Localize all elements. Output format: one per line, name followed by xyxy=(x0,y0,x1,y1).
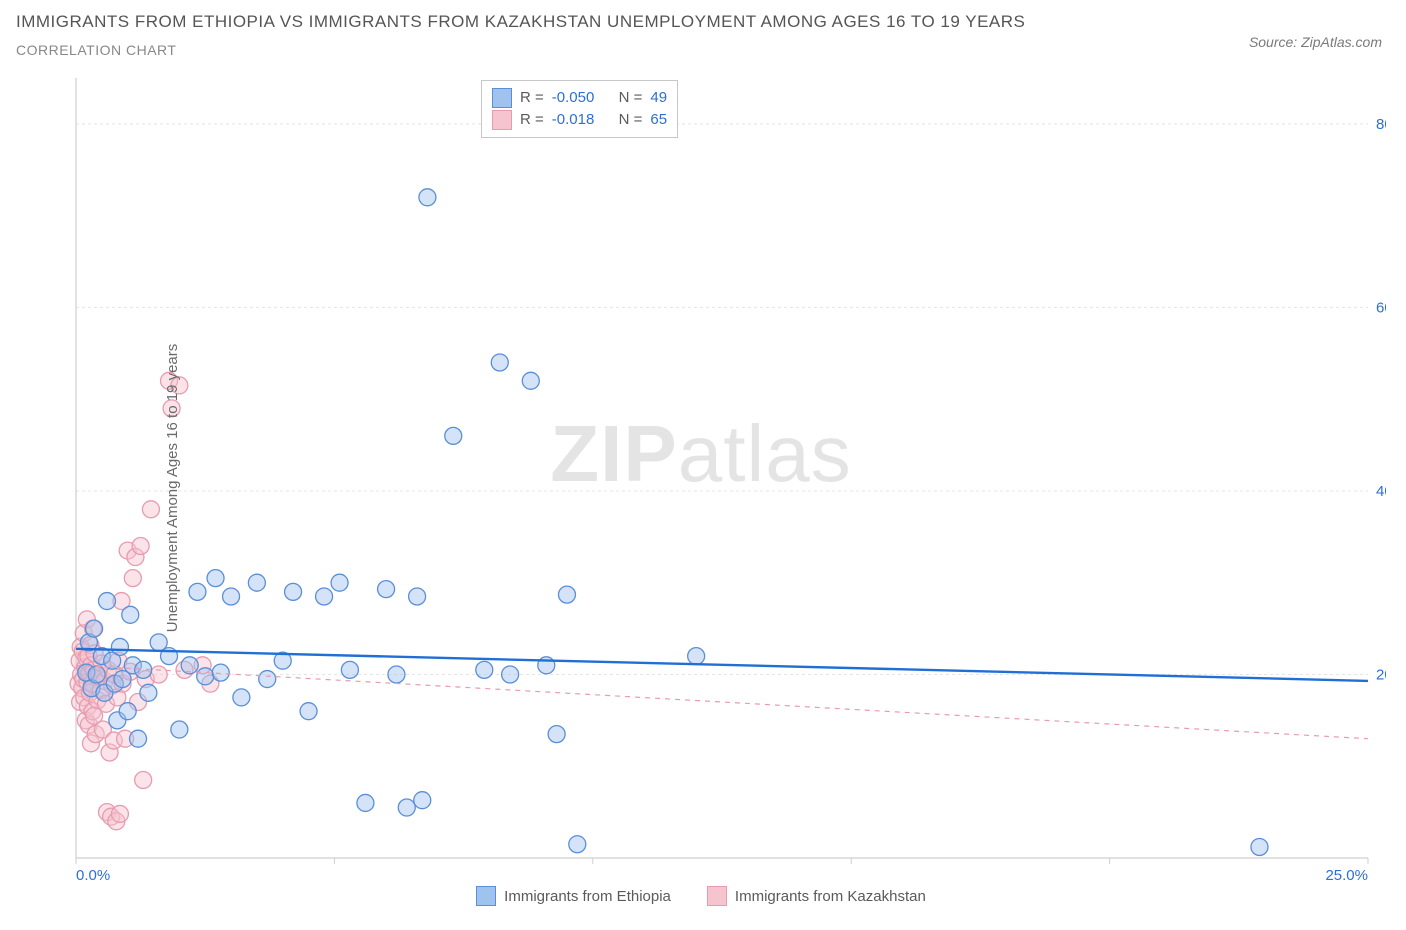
y-axis-title: Unemployment Among Ages 16 to 19 years xyxy=(164,344,181,633)
swatch-icon xyxy=(492,110,512,130)
chart-header: IMMIGRANTS FROM ETHIOPIA VS IMMIGRANTS F… xyxy=(16,12,1390,58)
legend-item-ethiopia: Immigrants from Ethiopia xyxy=(476,886,671,906)
swatch-icon xyxy=(707,886,727,906)
legend-label: Immigrants from Ethiopia xyxy=(504,888,671,905)
scatter-plot: 20.0% 40.0% 60.0% 80.0% 0.0% 25.0% xyxy=(16,68,1386,888)
source-prefix: Source: xyxy=(1249,34,1301,50)
chart-subtitle: CORRELATION CHART xyxy=(16,42,1390,58)
stats-legend: R = -0.050 N = 49R = -0.018 N = 65 xyxy=(481,80,678,138)
svg-text:60.0%: 60.0% xyxy=(1376,299,1386,316)
legend-item-kazakhstan: Immigrants from Kazakhstan xyxy=(707,886,926,906)
series-legend: Immigrants from Ethiopia Immigrants from… xyxy=(16,886,1386,906)
svg-text:20.0%: 20.0% xyxy=(1376,666,1386,683)
svg-text:80.0%: 80.0% xyxy=(1376,116,1386,133)
stats-row: R = -0.050 N = 49 xyxy=(492,87,667,109)
svg-text:25.0%: 25.0% xyxy=(1325,867,1368,884)
swatch-icon xyxy=(476,886,496,906)
legend-label: Immigrants from Kazakhstan xyxy=(735,888,926,905)
stats-row: R = -0.018 N = 65 xyxy=(492,109,667,131)
svg-text:40.0%: 40.0% xyxy=(1376,483,1386,500)
chart-area: Unemployment Among Ages 16 to 19 years Z… xyxy=(16,68,1386,908)
source-name: ZipAtlas.com xyxy=(1301,34,1382,50)
swatch-icon xyxy=(492,88,512,108)
source-attribution: Source: ZipAtlas.com xyxy=(1249,34,1382,50)
chart-title: IMMIGRANTS FROM ETHIOPIA VS IMMIGRANTS F… xyxy=(16,12,1390,32)
svg-text:0.0%: 0.0% xyxy=(76,867,110,884)
